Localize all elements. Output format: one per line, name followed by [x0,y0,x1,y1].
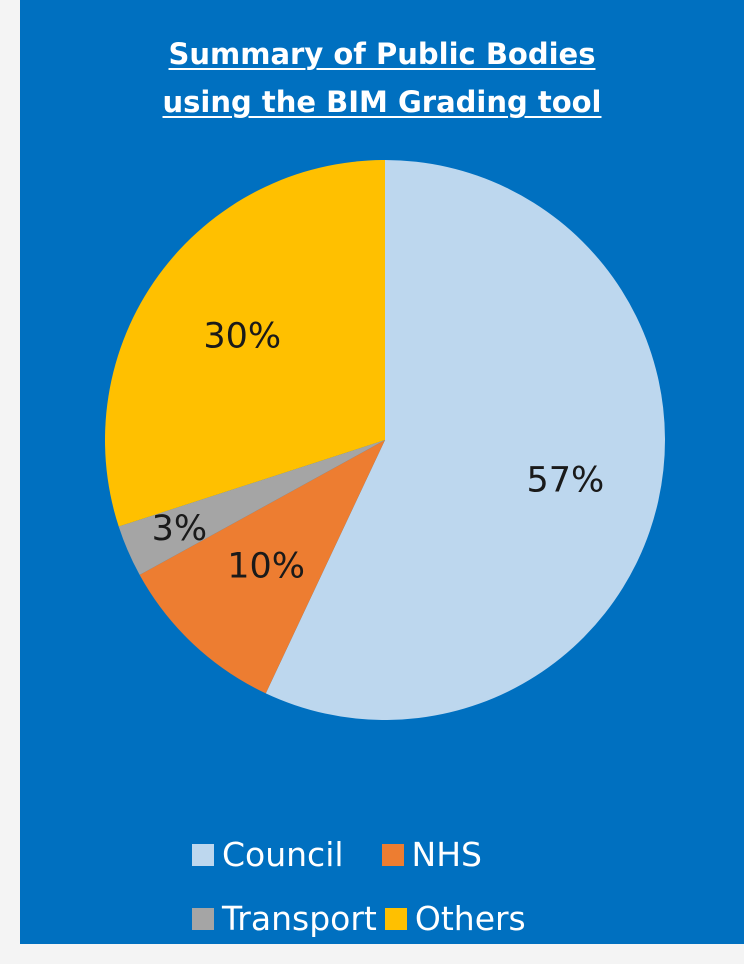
legend-label-council: Council [222,835,344,874]
pie-slices [104,160,666,721]
pie-slice-council [265,160,666,721]
chart-title-line-2: using the BIM Grading tool [162,85,602,119]
pie-slice-nhs [139,440,385,694]
chart-title: Summary of Public Bodies using the BIM G… [20,30,744,126]
legend-item-others: Others [384,887,526,951]
pie-labels: 57% 10% 3% 30% [152,316,605,586]
legend-swatch-council [192,844,214,866]
legend-swatch-transport [192,908,214,930]
pie-slice-transport [118,440,386,575]
data-label-nhs: 10% [227,547,305,587]
legend-label-transport: Transport [222,899,377,938]
chart-legend: Council NHS Transport Others [192,823,612,951]
data-label-council: 57% [526,460,604,500]
data-label-others: 30% [203,316,281,356]
legend-row-1: Council NHS [192,823,612,887]
pie-slice-others [104,160,385,527]
legend-swatch-others [384,908,407,930]
legend-swatch-nhs [381,844,404,866]
legend-item-transport: Transport [192,887,377,951]
data-label-transport: 3% [152,509,208,549]
legend-row-2: Transport Others [192,887,612,951]
legend-label-nhs: NHS [411,835,482,874]
legend-item-council: Council [192,823,344,887]
chart-title-line-1: Summary of Public Bodies [168,37,596,71]
legend-item-nhs: NHS [381,823,482,887]
legend-label-others: Others [414,899,526,938]
